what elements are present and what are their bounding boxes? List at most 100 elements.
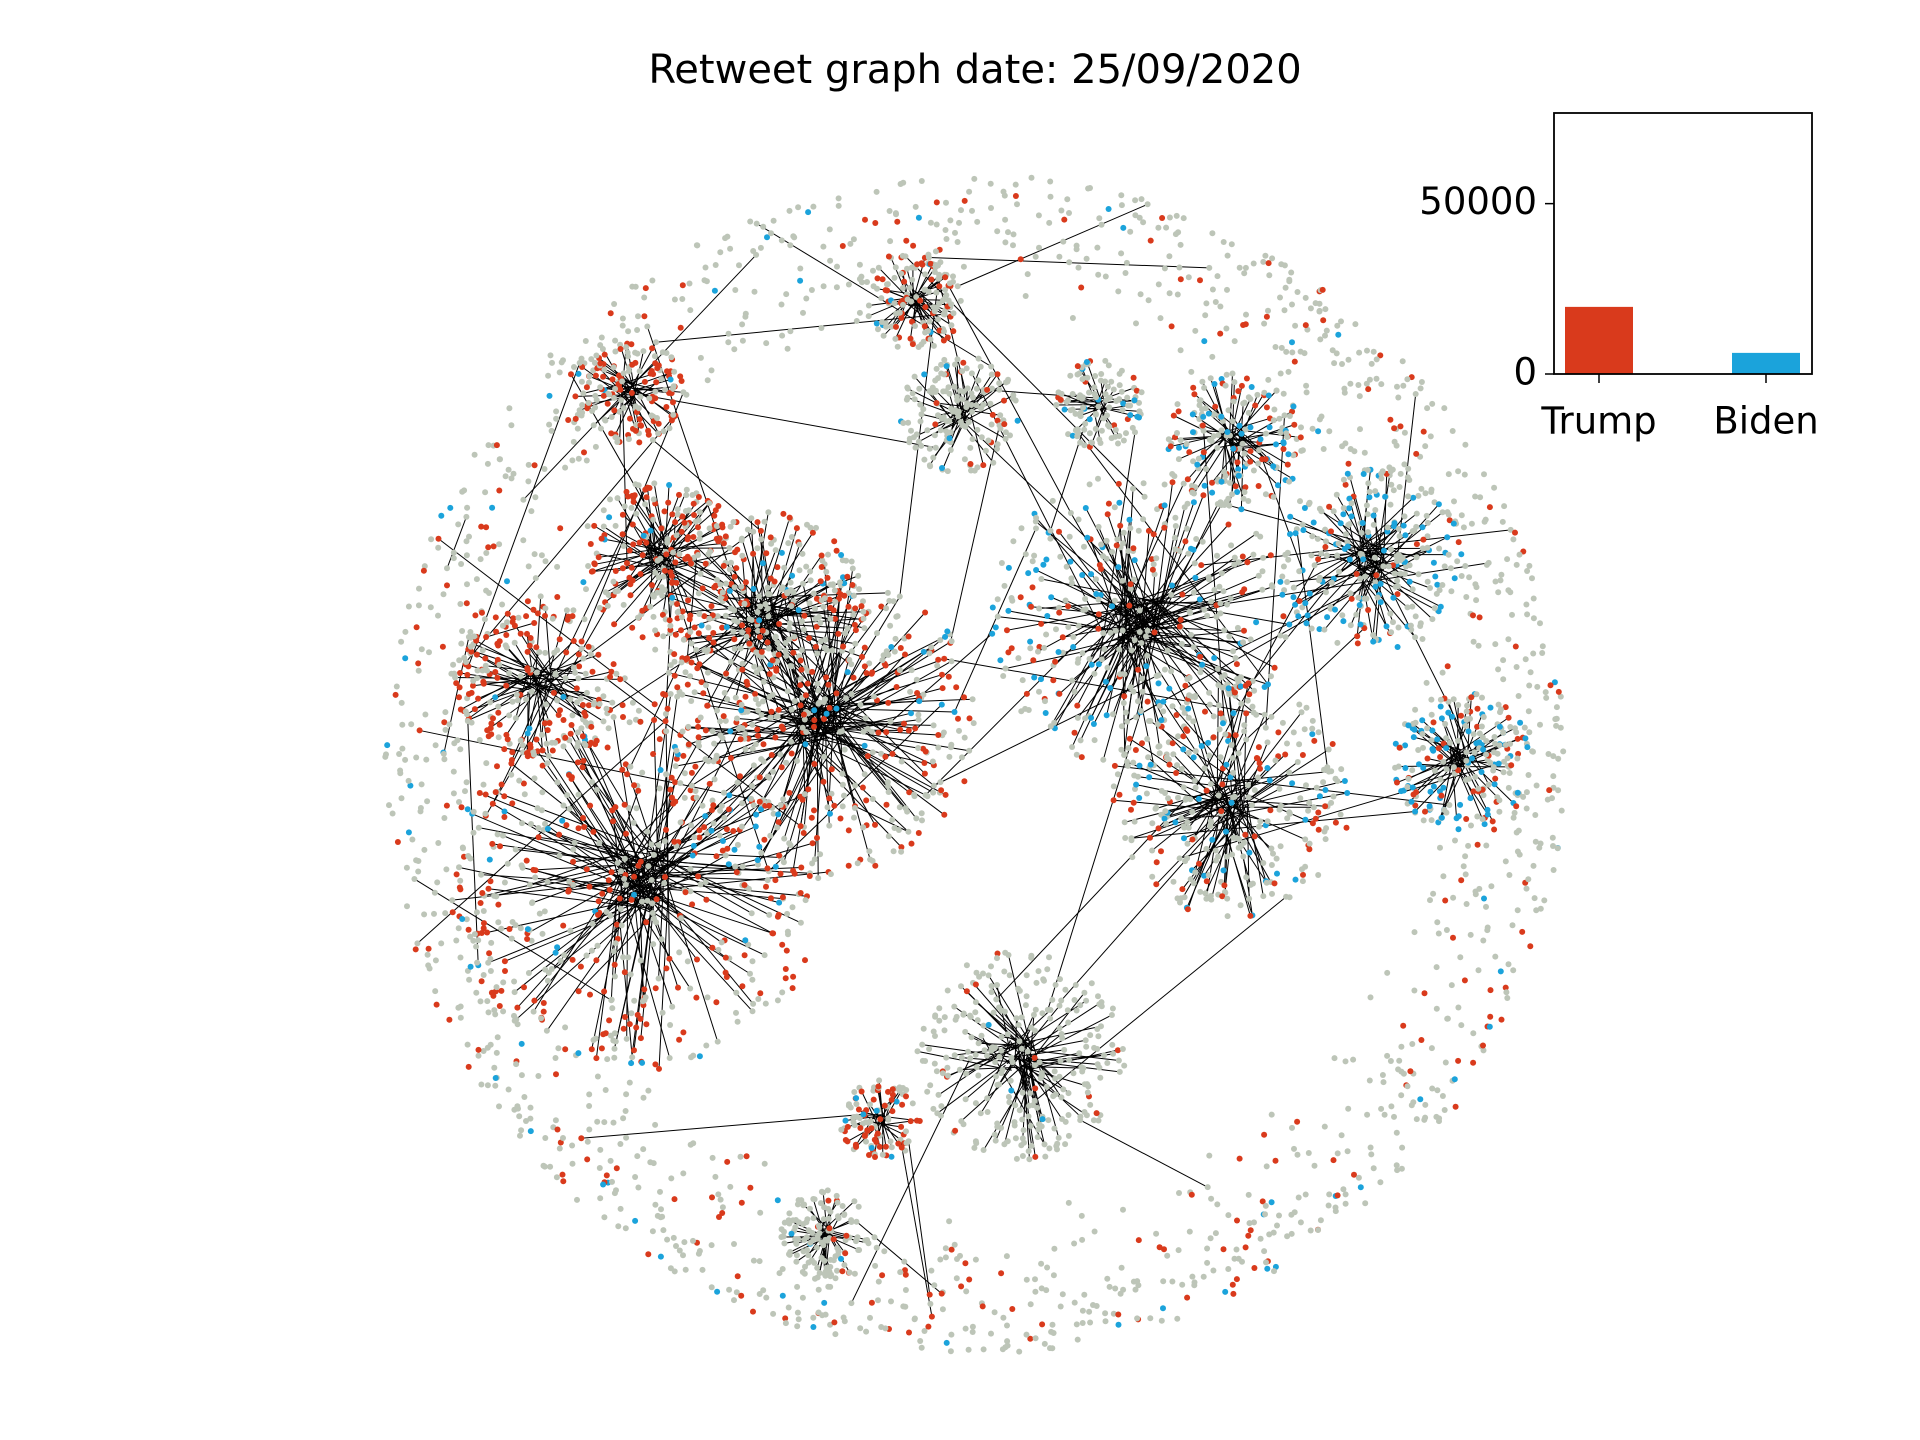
node [540,1000,547,1006]
node [530,748,537,755]
node [668,774,675,781]
node [716,832,723,839]
node [695,590,702,597]
node [583,689,590,696]
node [861,625,868,632]
node [1143,633,1149,640]
node [575,739,581,746]
node [684,681,691,688]
node [924,328,931,334]
edge [1356,548,1433,620]
node [549,747,556,754]
node [767,832,774,839]
node [1101,646,1108,653]
edge [589,881,616,888]
node [772,877,779,884]
node [696,743,702,749]
node [623,344,630,351]
node [772,863,779,870]
node [973,402,980,409]
node [860,608,867,615]
edge [633,822,668,858]
node [1072,982,1079,988]
node [650,941,657,948]
node [1019,1089,1026,1096]
node [674,609,681,616]
edge [716,722,802,759]
node [577,695,584,702]
node [583,866,590,873]
node [594,686,601,693]
node [666,955,673,962]
node [688,1054,695,1061]
node [1263,404,1270,411]
node [1416,761,1422,768]
node [898,848,905,855]
node [765,613,772,620]
node [609,376,616,383]
node [1135,666,1142,673]
node [634,1011,641,1018]
node [704,669,711,676]
edge [648,500,709,550]
node [758,806,764,813]
edge [828,715,916,729]
node [1273,441,1279,448]
node [617,905,624,912]
node [1004,627,1010,634]
edge [1146,616,1236,697]
node [631,782,638,789]
node [811,707,818,714]
node [1235,388,1242,395]
node [1262,456,1269,463]
node [639,634,646,641]
edge [1427,758,1470,769]
node [1342,481,1349,488]
node [690,534,697,540]
node [938,361,945,368]
edge [953,528,1037,713]
node [1299,604,1306,611]
node [747,970,753,977]
edge [1240,814,1268,822]
node [795,607,802,614]
node [1130,545,1137,552]
node [1095,596,1102,603]
node [528,821,534,827]
node [821,595,828,602]
node [720,562,727,569]
node [543,740,550,747]
node [788,534,795,540]
node [1230,710,1237,717]
node [676,949,683,956]
node [796,541,803,548]
node [769,657,776,664]
node [661,567,668,574]
node [535,834,542,841]
node [1057,396,1064,403]
node [833,705,840,712]
edge [688,726,807,734]
node [1121,693,1128,700]
node [749,976,756,983]
edge [917,1050,1012,1071]
node [539,747,546,754]
node [875,264,882,271]
node [1130,688,1137,695]
node [737,773,743,780]
node [490,715,496,722]
node [1156,750,1163,757]
node [712,507,719,514]
node [601,351,608,358]
node [1387,610,1394,617]
node [606,886,613,893]
edge [614,387,639,435]
node [653,339,659,346]
node [688,640,695,647]
node [693,994,700,1001]
node [733,1009,739,1016]
node [1507,740,1514,747]
node [562,1046,569,1053]
node [994,613,1001,620]
edge [793,600,822,722]
